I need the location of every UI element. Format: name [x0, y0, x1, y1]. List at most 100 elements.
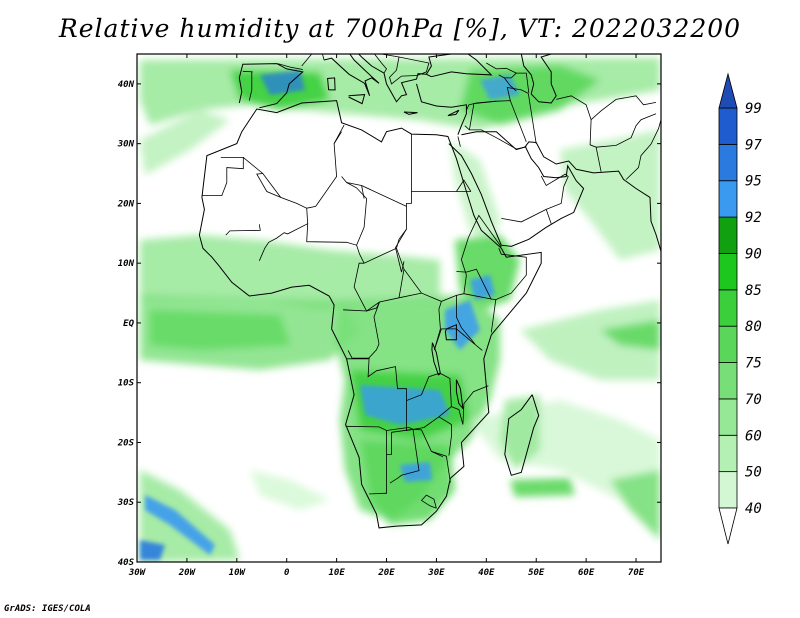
longitude-axis: 30W 20W 10W 0 10E 20E 30E 40E 50E 60E 70E: [128, 54, 645, 578]
country-border: [590, 95, 657, 120]
colorbar-label: 75: [745, 356, 762, 372]
colorbar-label: 97: [745, 137, 762, 153]
lon-tick-label: 20W: [178, 568, 197, 578]
country-border: [256, 173, 281, 198]
country-border: [456, 179, 472, 192]
humidity-field: [137, 54, 661, 562]
colorbar-label: 92: [745, 210, 762, 226]
humidity-region-madagascar: [500, 395, 540, 470]
colorbar-swatch: [718, 143, 738, 182]
lat-tick-label: EQ: [123, 319, 134, 329]
humidity-region-southeast-jet: [610, 470, 660, 540]
country-border: [456, 295, 476, 345]
country-border: [346, 301, 380, 360]
colorbar-swatch: [718, 398, 738, 436]
country-border: [345, 425, 414, 431]
map-frame: [136, 53, 662, 563]
country-border: [380, 54, 430, 76]
humidity-region-east-streak: [510, 478, 575, 497]
lat-tick-label: 20S: [117, 438, 135, 448]
country-border: [356, 245, 365, 264]
turkey-coastline: [416, 83, 467, 135]
lat-tick-label: 30N: [117, 140, 135, 150]
country-border: [466, 100, 497, 111]
lon-tick-label: 70E: [628, 568, 645, 578]
country-border: [389, 56, 418, 85]
country-border: [395, 228, 407, 273]
sicily-coastline: [348, 94, 366, 105]
country-border: [353, 247, 422, 312]
country-border: [506, 87, 529, 101]
map-title: Relative humidity at 700hPa [%], VT: 202…: [58, 14, 742, 43]
country-border: [457, 136, 461, 147]
country-border: [306, 176, 368, 246]
lon-tick-label: 40E: [478, 568, 495, 578]
country-border: [347, 350, 441, 402]
lat-tick-label: 20N: [117, 199, 135, 209]
latitude-axis: 40N 30N 20N 10N EQ 10S 20S 30S 40S: [117, 80, 661, 568]
country-border: [434, 301, 442, 350]
country-border: [438, 416, 452, 456]
colorbar-label: 40: [745, 501, 762, 517]
colorbar-label: 70: [745, 392, 762, 408]
humidity-region-west-africa: [140, 235, 440, 310]
country-border: [277, 63, 303, 70]
humidity-saturated-aegean: [480, 75, 520, 100]
humidity-saturated-southwest-corner: [140, 540, 165, 560]
lon-tick-label: 50E: [528, 568, 545, 578]
country-border: [361, 185, 365, 199]
country-border: [545, 209, 552, 224]
lon-tick-label: 30E: [427, 568, 445, 578]
country-border: [495, 248, 527, 300]
colorbar-label: 95: [745, 174, 762, 190]
italy-coastline: [323, 54, 380, 96]
lat-tick-label: 10S: [118, 379, 135, 389]
humidity-region-southwest-cape: [250, 470, 330, 510]
country-border: [242, 70, 253, 73]
country-border: [398, 269, 405, 298]
iberia-coastline: [238, 63, 304, 109]
country-border: [201, 157, 244, 196]
country-border: [540, 173, 569, 187]
colorbar-label: 50: [745, 465, 762, 481]
humidity-saturated-iberia: [260, 70, 305, 95]
lon-tick-label: 0: [284, 568, 290, 578]
lat-tick-label: 40S: [118, 558, 135, 568]
colorbar: 40 50 60 70 75 80 85 90 92 95 97 99: [718, 72, 762, 545]
country-border: [527, 93, 537, 144]
country-border: [431, 451, 444, 458]
country-border: [463, 293, 497, 333]
sardinia-coastline: [327, 77, 336, 91]
colorbar-swatch: [718, 362, 738, 400]
colorbar-swatch: [718, 471, 738, 509]
country-border: [225, 224, 261, 236]
country-border: [248, 71, 253, 101]
humidity-region-arabia: [560, 130, 660, 260]
colorbar-swatch: [718, 289, 738, 327]
country-border: [373, 54, 387, 74]
colorbar-swatch: [718, 325, 738, 363]
humidity-region-east-africa: [455, 235, 520, 310]
country-border: [516, 72, 530, 93]
country-border: [434, 328, 483, 351]
country-border: [333, 124, 345, 144]
country-border: [386, 432, 392, 455]
lat-tick-label: 30S: [117, 498, 135, 508]
madagascar-coastline: [504, 394, 540, 476]
lon-tick-label: 30W: [128, 568, 147, 578]
country-border: [451, 385, 489, 425]
lat-tick-label: 40N: [118, 80, 135, 90]
humidity-saturated-zambia: [360, 385, 450, 425]
colorbar-label: 90: [745, 246, 762, 262]
country-border: [625, 119, 661, 180]
humidity-region-atlantic-north: [140, 110, 230, 175]
humidity-saturated-great-lakes: [445, 300, 480, 350]
country-border: [464, 125, 525, 150]
lon-tick-label: 60E: [578, 568, 595, 578]
humidity-saturated-south-africa: [400, 462, 432, 482]
country-border: [460, 214, 502, 294]
country-border: [456, 268, 492, 300]
country-border: [420, 494, 437, 509]
grads-credit: GrADS: IGES/COLA: [4, 604, 91, 614]
